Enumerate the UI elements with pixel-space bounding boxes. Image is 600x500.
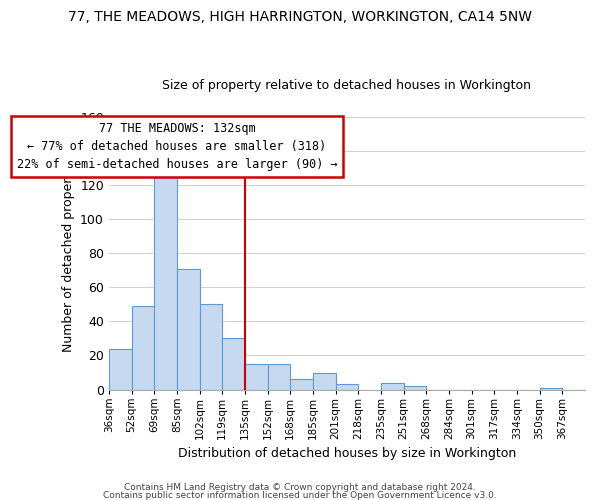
Bar	[313, 372, 335, 390]
Bar	[177, 268, 200, 390]
Bar	[109, 348, 131, 390]
Bar	[381, 383, 404, 390]
Text: 77, THE MEADOWS, HIGH HARRINGTON, WORKINGTON, CA14 5NW: 77, THE MEADOWS, HIGH HARRINGTON, WORKIN…	[68, 10, 532, 24]
Bar	[154, 163, 177, 390]
Title: Size of property relative to detached houses in Workington: Size of property relative to detached ho…	[163, 79, 532, 92]
Bar	[245, 364, 268, 390]
Bar	[335, 384, 358, 390]
X-axis label: Distribution of detached houses by size in Workington: Distribution of detached houses by size …	[178, 447, 516, 460]
Bar	[404, 386, 426, 390]
Bar	[200, 304, 222, 390]
Bar	[222, 338, 245, 390]
Bar	[539, 388, 562, 390]
Text: 77 THE MEADOWS: 132sqm
← 77% of detached houses are smaller (318)
22% of semi-de: 77 THE MEADOWS: 132sqm ← 77% of detached…	[17, 122, 337, 171]
Bar	[131, 306, 154, 390]
Text: Contains public sector information licensed under the Open Government Licence v3: Contains public sector information licen…	[103, 491, 497, 500]
Text: Contains HM Land Registry data © Crown copyright and database right 2024.: Contains HM Land Registry data © Crown c…	[124, 484, 476, 492]
Bar	[268, 364, 290, 390]
Bar	[290, 380, 313, 390]
Y-axis label: Number of detached properties: Number of detached properties	[62, 154, 74, 352]
